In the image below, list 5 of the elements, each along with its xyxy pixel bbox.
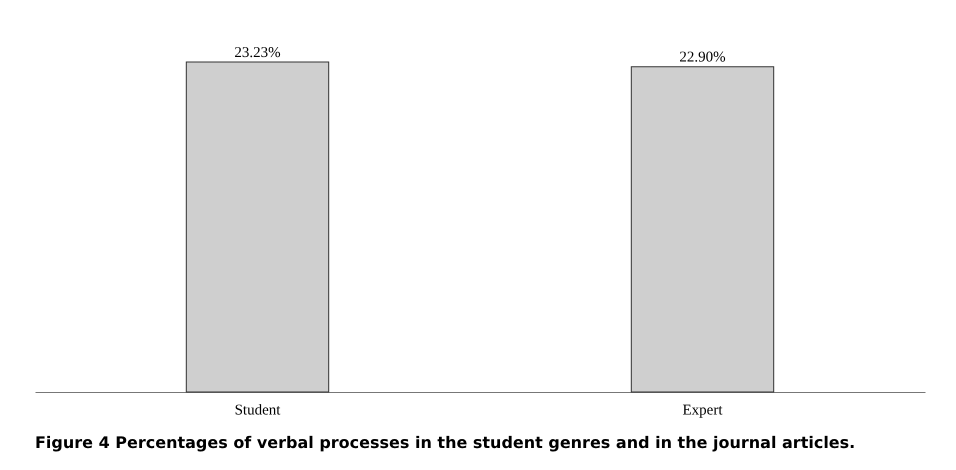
x-tick-label: Expert bbox=[682, 402, 724, 418]
caption: Figure 4 Percentages of verbal processes in the student genres and in the journal articles. bbox=[35, 433, 856, 452]
data-label: 23.23% bbox=[234, 45, 281, 61]
data-label: 22.90% bbox=[679, 50, 726, 66]
x-tick-label: Student bbox=[234, 402, 282, 418]
